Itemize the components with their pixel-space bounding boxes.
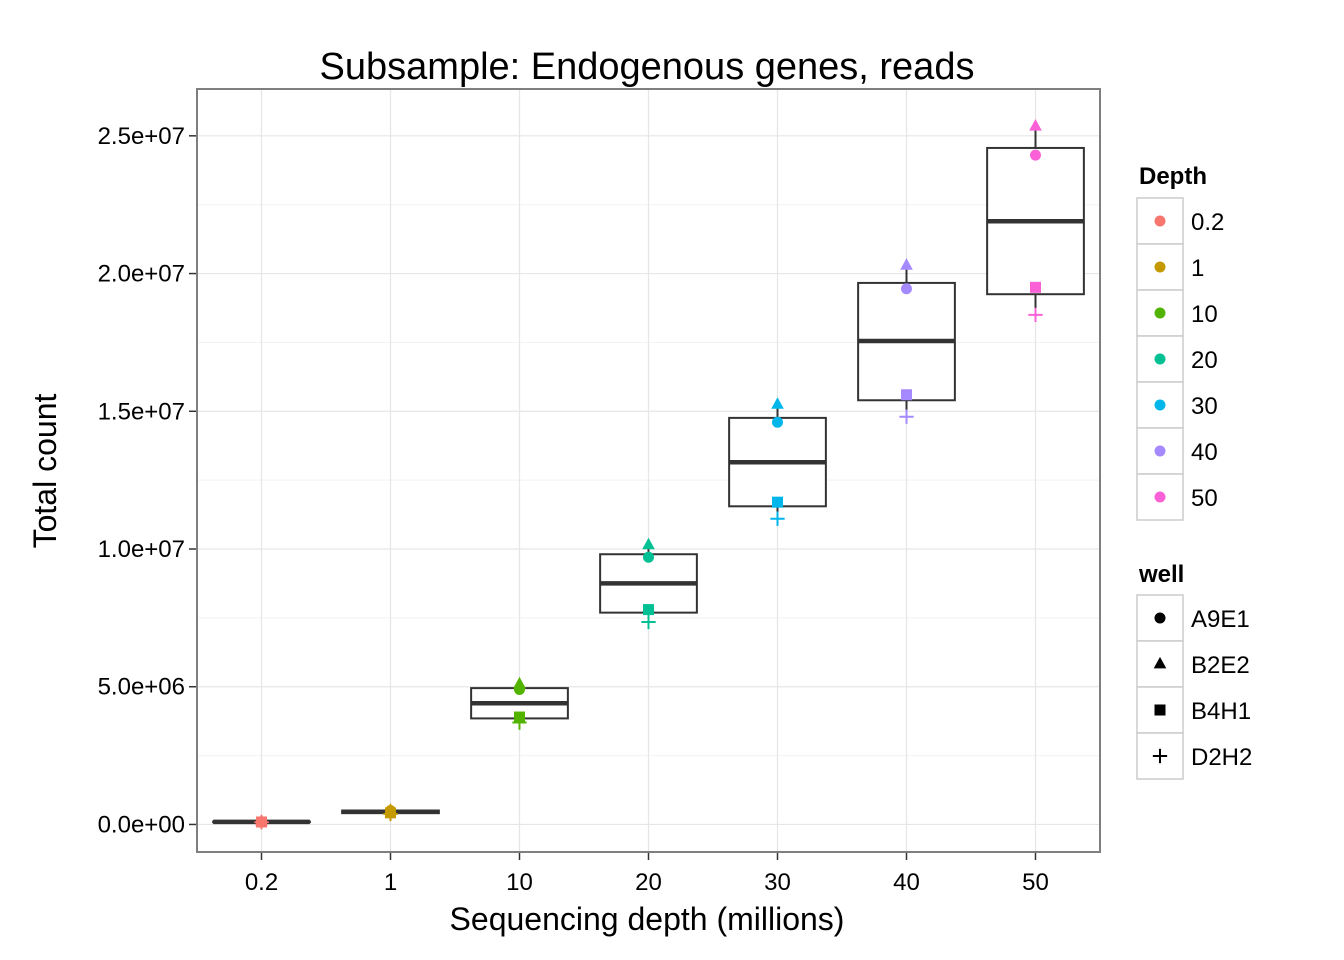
x-tick-label: 30 — [764, 869, 791, 896]
data-point-d2h2 — [641, 614, 656, 630]
y-tick-label: 1.0e+07 — [98, 536, 185, 563]
legend-depth-label: 30 — [1191, 393, 1218, 420]
legend-depth-swatch — [1154, 261, 1166, 273]
boxplot-30 — [728, 404, 827, 519]
boxplot-50 — [986, 126, 1085, 315]
data-point-d2h2 — [1028, 307, 1043, 323]
legend-depth-label: 10 — [1191, 301, 1218, 328]
legend-depth-label: 50 — [1191, 485, 1218, 512]
legend-well-label: B2E2 — [1191, 652, 1250, 679]
data-point-b2e2 — [771, 397, 784, 409]
x-tick-label: 1 — [384, 869, 397, 896]
data-point-b2e2 — [513, 676, 526, 689]
legend-depth-swatch — [1154, 399, 1166, 411]
legend-shape-d2h2 — [1152, 748, 1168, 764]
legend: Depth 0.2 1 10 20 30 40 50 well A9E1 B2E2 B4H1 D2H2 — [1136, 163, 1252, 780]
data-point-b2e2 — [900, 258, 913, 270]
x-tick-label: 0.2 — [245, 869, 278, 896]
plot-area: 0.0e+00 5.0e+06 1.0e+07 1.5e+07 2.0e+07 2.5e+… — [98, 88, 1101, 896]
data-point-a9e1 — [643, 551, 654, 563]
data-point-d2h2 — [512, 715, 527, 730]
legend-shape-b2e2 — [1153, 656, 1167, 669]
y-tick-label: 2.5e+07 — [98, 123, 185, 150]
legend-depth-label: 0.2 — [1191, 209, 1224, 236]
data-point-d2h2 — [899, 409, 914, 424]
legend-title-depth: Depth — [1139, 163, 1207, 190]
legend-depth-swatch — [1154, 353, 1166, 365]
legend-depth-swatch — [1154, 215, 1166, 227]
legend-key — [1136, 335, 1184, 383]
legend-title-well: well — [1138, 561, 1184, 588]
legend-depth-label: 40 — [1191, 439, 1218, 466]
legend-shape-a9e1 — [1154, 612, 1166, 624]
data-point-a9e1 — [901, 283, 912, 295]
data-point-b2e2 — [1029, 119, 1042, 131]
chart-title: Subsample: Endogenous genes, reads — [320, 46, 975, 88]
data-point-b4h1 — [643, 604, 654, 616]
legend-shape-b4h1 — [1154, 704, 1166, 716]
data-point-b4h1 — [1030, 281, 1041, 293]
legend-key — [1136, 686, 1184, 734]
legend-well-label: D2H2 — [1191, 744, 1252, 771]
legend-depth-swatch — [1154, 491, 1166, 503]
y-tick-label: 2.0e+07 — [98, 261, 185, 288]
data-point-b4h1 — [772, 496, 783, 508]
boxplot-40 — [857, 265, 956, 417]
legend-depth-swatch — [1154, 307, 1166, 319]
x-tick-label: 40 — [893, 869, 920, 896]
legend-well-label: B4H1 — [1191, 698, 1251, 725]
y-axis-title: Total count — [27, 394, 63, 549]
data-point-d2h2 — [770, 511, 785, 526]
legend-depth-label: 1 — [1191, 255, 1204, 282]
y-tick-label: 1.5e+07 — [98, 398, 185, 425]
x-tick-label: 50 — [1022, 869, 1049, 896]
plot-border — [196, 88, 1101, 853]
data-point-a9e1 — [1030, 149, 1041, 161]
x-tick-label: 10 — [506, 869, 533, 896]
x-tick-label: 20 — [635, 869, 662, 896]
y-tick-label: 5.0e+06 — [98, 674, 185, 701]
data-point-d2h2 — [254, 815, 269, 830]
data-point-b2e2 — [642, 537, 655, 550]
y-tick-label: 0.0e+00 — [98, 811, 185, 838]
boxplot-20 — [599, 544, 698, 622]
legend-depth-label: 20 — [1191, 347, 1218, 374]
x-axis-title: Sequencing depth (millions) — [450, 901, 845, 937]
data-point-b4h1 — [901, 389, 912, 401]
legend-well-label: A9E1 — [1191, 606, 1250, 633]
data-point-a9e1 — [772, 416, 783, 428]
legend-depth-swatch — [1154, 445, 1166, 457]
data-point-d2h2 — [383, 806, 398, 822]
